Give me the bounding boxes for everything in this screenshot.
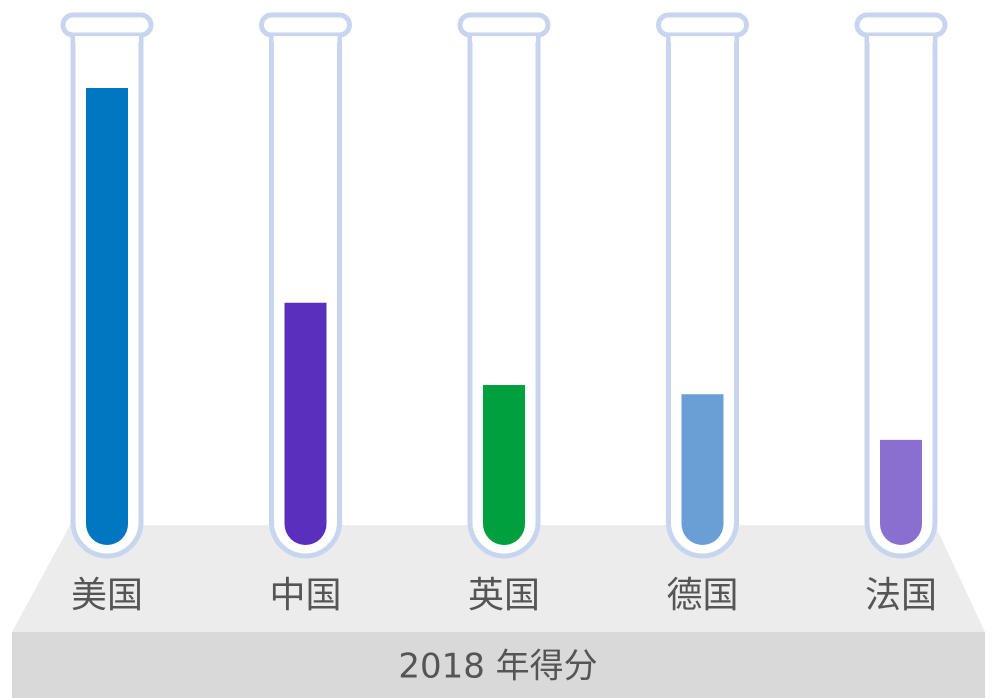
x-tick-label: 美国 xyxy=(71,575,143,616)
tube-liquid xyxy=(483,385,525,545)
platform-top xyxy=(12,525,985,632)
tube-inner xyxy=(273,36,338,42)
tube-inner xyxy=(75,36,139,42)
tube-liquid xyxy=(880,439,922,545)
tube-lip xyxy=(656,12,749,38)
x-tick-label: 英国 xyxy=(468,575,540,616)
chart-title: 2018 年得分 xyxy=(398,647,597,687)
tube-liquid xyxy=(284,302,327,545)
tube-lip xyxy=(259,12,352,38)
tube-inner xyxy=(670,36,735,42)
tube-liquid xyxy=(681,394,724,545)
x-tick-label: 法国 xyxy=(865,575,937,616)
x-tick-label: 中国 xyxy=(269,575,341,616)
tube-liquid xyxy=(86,88,128,545)
test-tube xyxy=(864,30,938,559)
tube-inner xyxy=(472,36,536,42)
x-tick-label: 德国 xyxy=(666,575,738,616)
tube-inner xyxy=(869,36,933,42)
tube-lip xyxy=(854,12,948,38)
tube-lip xyxy=(60,12,154,38)
platform-front xyxy=(12,632,985,698)
tube-lip xyxy=(457,12,551,38)
